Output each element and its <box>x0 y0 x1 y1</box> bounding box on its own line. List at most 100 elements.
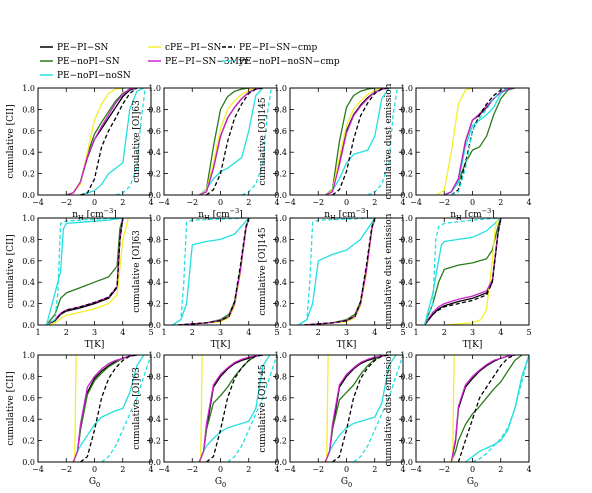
y-tick-label: 0.4 <box>274 148 287 157</box>
series-line <box>72 355 137 462</box>
x-axis-label-close: ] <box>239 210 243 220</box>
series-line <box>367 88 399 195</box>
series-line <box>80 355 137 462</box>
series-line <box>66 88 137 195</box>
series-line <box>450 88 508 195</box>
y-axis-label: cumulative [OI]63 <box>132 367 142 450</box>
y-tick-label: 1.0 <box>148 351 161 360</box>
series-line <box>172 218 249 325</box>
x-tick-label: 2 <box>120 198 125 207</box>
x-axis-label-main: G <box>467 477 474 487</box>
x-axis-label-close: ] <box>365 210 369 220</box>
y-tick-label: 0.6 <box>400 257 413 266</box>
legend-label: PE−PI−SN <box>57 43 108 53</box>
legend-label: cPE−PI−SN <box>165 43 222 53</box>
x-tick-label: 4 <box>372 328 377 337</box>
y-tick-label: 0.2 <box>148 437 161 446</box>
y-tick-label: 0.2 <box>274 170 287 179</box>
y-axis-label: cumulative [OI]145 <box>258 364 268 453</box>
chart-panel: 1 2 3 4 50.00.20.40.60.81.0T[K]cumulative [O… <box>258 214 406 350</box>
series-line <box>178 218 250 325</box>
chart-panel: −4 −2 0 2 40.00.20.40.60.81.0nH [cm−3]cumula… <box>132 84 280 222</box>
y-tick-label: 0.2 <box>400 170 413 179</box>
y-axis-label: cumulative [OI]63 <box>132 100 142 183</box>
y-tick-label: 0.0 <box>148 191 161 200</box>
y-tick-label: 0.2 <box>274 300 287 309</box>
series-line <box>46 218 124 325</box>
y-tick-label: 1.0 <box>400 351 413 360</box>
y-tick-label: 0.4 <box>22 415 35 424</box>
y-tick-label: 0.0 <box>148 321 161 330</box>
x-tick-label: −2 <box>186 465 198 474</box>
x-axis-label-sub: 0 <box>222 481 226 489</box>
x-tick-label: −2 <box>312 198 324 207</box>
x-axis-label-main: G <box>341 477 348 487</box>
x-axis-label-main: G <box>215 477 222 487</box>
x-tick-label: 0 <box>344 198 349 207</box>
x-tick-label: 1 <box>287 328 292 337</box>
y-tick-label: 0.6 <box>274 394 287 403</box>
series-line <box>353 355 403 462</box>
series-line <box>444 88 515 195</box>
series-line <box>115 88 146 195</box>
y-tick-label: 0.2 <box>148 170 161 179</box>
series-line <box>241 88 273 195</box>
y-tick-label: 0.4 <box>400 415 413 424</box>
series-line <box>198 355 263 462</box>
y-tick-label: 0.2 <box>148 300 161 309</box>
x-tick-label: 4 <box>526 465 531 474</box>
y-tick-label: 1.0 <box>22 84 35 93</box>
x-tick-label: 0 <box>92 198 97 207</box>
series-line <box>199 88 263 195</box>
x-tick-label: 2 <box>64 328 69 337</box>
x-axis-label: G0 <box>341 477 352 489</box>
series-line <box>450 355 523 462</box>
x-tick-label: 5 <box>148 328 153 337</box>
x-tick-label: −2 <box>60 198 72 207</box>
y-tick-label: 0.8 <box>22 235 35 244</box>
chart-panel: 1 2 3 4 50.00.20.40.60.81.0T[K]cumulative du… <box>384 213 532 350</box>
x-tick-label: 3 <box>344 328 349 337</box>
y-tick-label: 0.0 <box>274 321 287 330</box>
x-tick-label: 3 <box>470 328 475 337</box>
series-line <box>452 355 455 462</box>
x-tick-label: 0 <box>218 465 223 474</box>
y-tick-label: 0.2 <box>22 170 35 179</box>
y-axis-label: cumulative [OI]145 <box>258 227 268 316</box>
x-tick-label: 2 <box>120 465 125 474</box>
y-tick-label: 0.4 <box>274 415 287 424</box>
x-tick-label: 2 <box>316 328 321 337</box>
y-tick-label: 0.4 <box>148 148 161 157</box>
x-axis-label: G0 <box>215 477 226 489</box>
series-line <box>324 88 375 195</box>
y-tick-label: 0.8 <box>22 105 35 114</box>
axes-frame <box>415 217 530 326</box>
chart-panel: −4 −2 0 2 40.00.20.40.60.81.0nH [cm−3]cumula… <box>384 83 532 222</box>
chart-panel: −4 −2 0 2 40.00.20.40.60.81.0nH [cm−3]cumula… <box>6 84 154 222</box>
x-axis-label-sup: −3 <box>104 207 114 215</box>
x-tick-label: −4 <box>410 465 422 474</box>
x-tick-label: −2 <box>438 198 450 207</box>
x-axis-label-main: n <box>324 210 330 220</box>
x-tick-label: 1 <box>413 328 418 337</box>
series-line <box>46 218 124 325</box>
y-tick-label: 0.6 <box>274 257 287 266</box>
y-tick-label: 0.8 <box>400 235 413 244</box>
y-tick-label: 0.8 <box>400 105 413 114</box>
series-line <box>72 355 145 462</box>
x-tick-label: 4 <box>498 328 503 337</box>
series-line <box>324 88 382 195</box>
series-line <box>436 88 473 195</box>
y-axis-label: cumulative [CII] <box>6 371 16 445</box>
y-tick-label: 1.0 <box>22 351 35 360</box>
series-line <box>423 218 502 325</box>
y-tick-label: 0.4 <box>274 278 287 287</box>
y-axis-label: cumulative [OI]63 <box>132 230 142 313</box>
x-axis-label: G0 <box>467 477 478 489</box>
x-axis-label: T[K] <box>463 340 483 350</box>
x-tick-label: 4 <box>148 465 153 474</box>
x-axis-label-unit: [cm <box>336 210 356 220</box>
x-axis-label-close: ] <box>113 210 117 220</box>
